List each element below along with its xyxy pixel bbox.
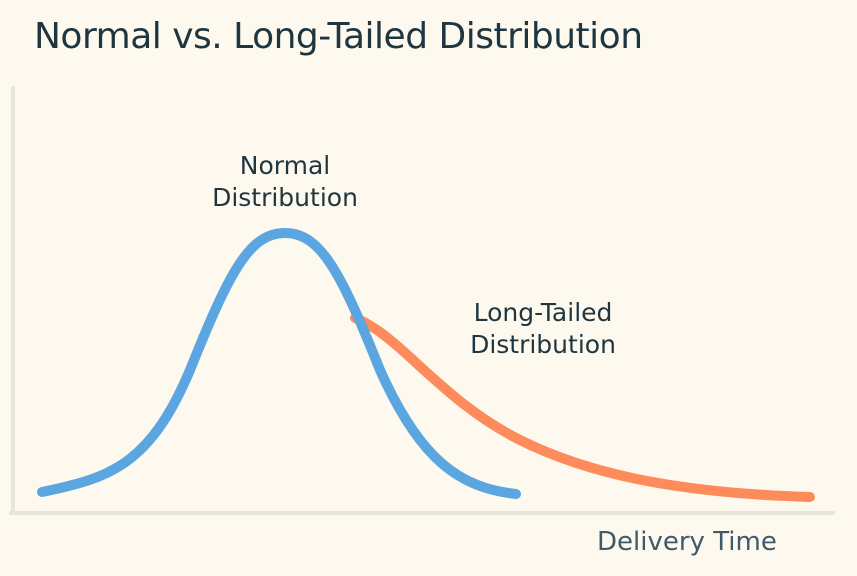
long-tailed-distribution-label: Long-Tailed Distribution (448, 297, 638, 361)
long-tailed-curve (350, 313, 815, 502)
long-label-line1: Long-Tailed (473, 298, 613, 327)
normal-distribution-label: Normal Distribution (195, 150, 375, 214)
chart-title: Normal vs. Long-Tailed Distribution (34, 16, 643, 57)
long-label-line2: Distribution (470, 330, 616, 359)
normal-curve (37, 227, 521, 499)
x-axis-label: Delivery Time (597, 527, 777, 557)
normal-label-line2: Distribution (212, 183, 358, 212)
normal-label-line1: Normal (239, 151, 331, 180)
